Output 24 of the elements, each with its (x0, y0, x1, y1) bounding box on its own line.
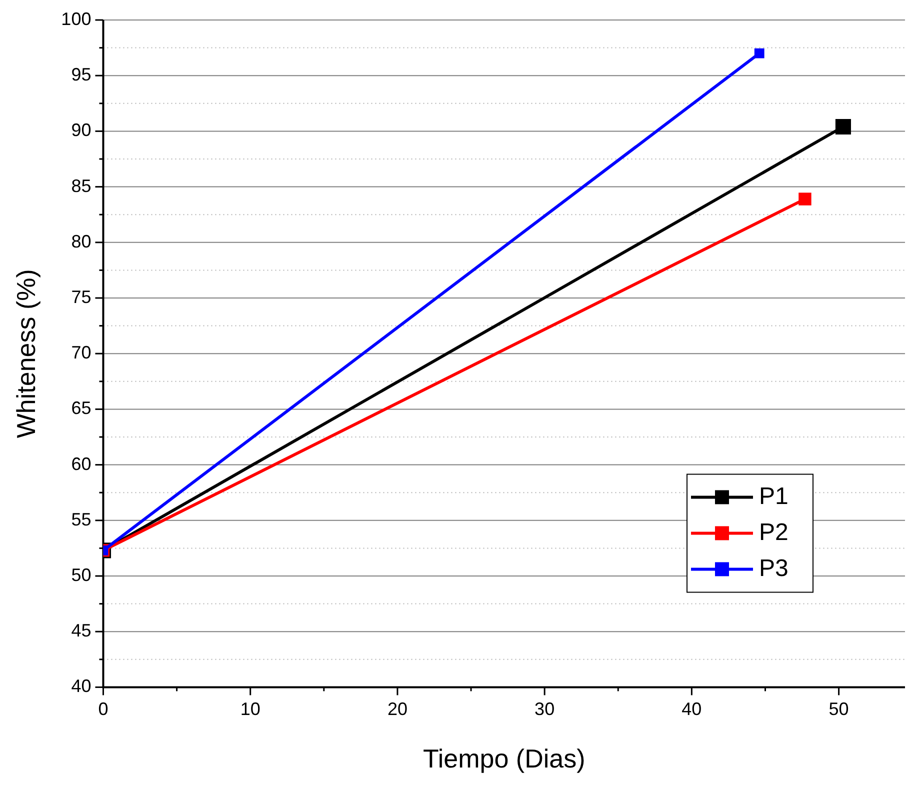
x-tick-label: 40 (682, 698, 702, 719)
y-tick-label: 85 (71, 176, 92, 196)
y-tick-label: 95 (71, 64, 92, 85)
y-tick-label: 100 (61, 8, 92, 29)
x-tick-label: 20 (387, 698, 408, 719)
legend-label: P1 (759, 482, 788, 510)
x-axis-title: Tiempo (Dias) (422, 744, 586, 774)
legend-label: P3 (759, 554, 788, 582)
y-tick-label: 75 (71, 286, 92, 307)
y-tick-label: 45 (71, 620, 92, 641)
y-tick-label: 80 (71, 231, 92, 252)
y-tick-label: 60 (71, 454, 92, 474)
legend-label: P2 (759, 518, 788, 546)
x-tick-label: 10 (240, 698, 260, 719)
x-tick-label: 30 (534, 698, 555, 719)
y-tick-label: 70 (71, 342, 92, 363)
x-tick-label: 50 (828, 698, 849, 719)
y-tick-label: 65 (71, 398, 92, 418)
y-axis-title: Whiteness (%) (10, 269, 41, 438)
x-tick-label: 0 (98, 698, 108, 719)
y-tick-label: 50 (71, 564, 92, 585)
y-tick-label: 40 (71, 676, 92, 696)
y-tick-label: 90 (71, 120, 92, 140)
y-tick-label: 55 (71, 509, 92, 530)
